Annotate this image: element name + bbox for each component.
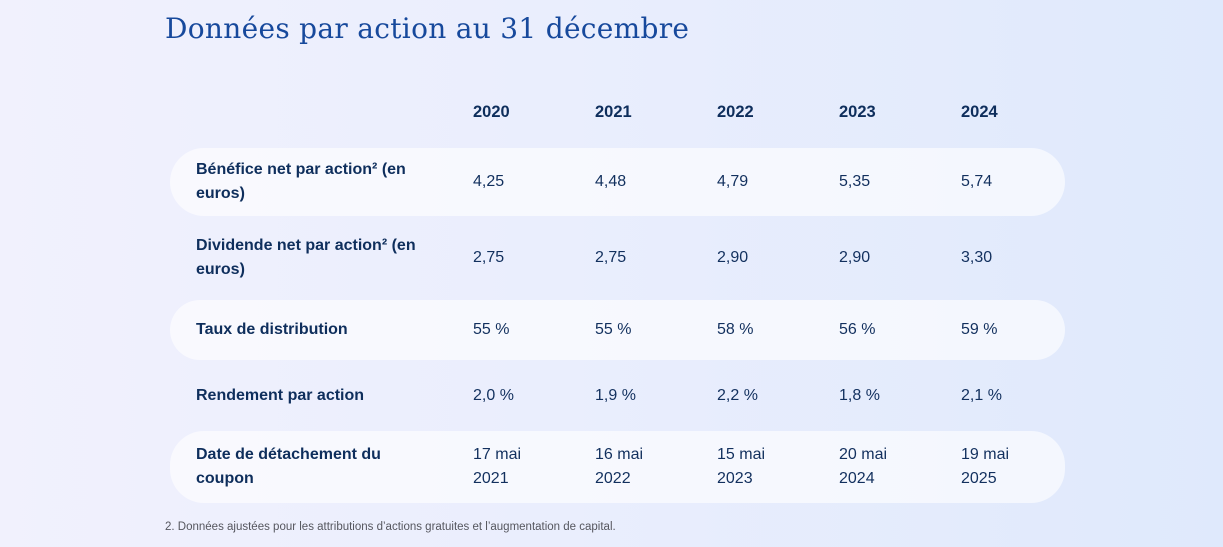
- table-cell: 16 mai 2022: [595, 446, 644, 487]
- table-cell: 5,35: [839, 173, 871, 190]
- row-label: Bénéfice net par action² (en euros): [196, 161, 406, 202]
- table-cell: 2,90: [839, 249, 871, 266]
- row-label: Taux de distribution: [196, 321, 348, 338]
- table-cell: 19 mai 2025: [961, 446, 1010, 487]
- data-table: 2020 2021 2022 2023 2024 Bénéfice net pa…: [170, 90, 1065, 503]
- table-cell: 56 %: [839, 321, 876, 338]
- table-cell: 4,79: [717, 173, 749, 190]
- year-column-header: 2024: [961, 102, 998, 121]
- table-cell: 17 mai 2021: [473, 446, 522, 487]
- table-cell: 2,75: [473, 249, 505, 266]
- table-cell: 1,9 %: [595, 386, 636, 404]
- table-cell: 1,8 %: [839, 386, 880, 404]
- row-label: Dividende net par action² (en euros): [196, 237, 416, 278]
- footnote: 2. Données ajustées pour les attribution…: [165, 521, 616, 533]
- year-column-header: 2021: [595, 102, 632, 121]
- table-row: Date de détachement du coupon 17 mai 202…: [170, 431, 1065, 503]
- table-cell: 3,30: [961, 249, 993, 266]
- table-cell: 55 %: [473, 321, 510, 338]
- page-title: Données par action au 31 décembre: [165, 12, 690, 45]
- table-cell: 2,90: [717, 249, 749, 266]
- table-cell: 2,1 %: [961, 386, 1002, 404]
- table-cell: 58 %: [717, 321, 754, 338]
- year-column-header: 2023: [839, 102, 876, 121]
- table-row: Taux de distribution 55 % 55 % 58 % 56 %…: [170, 300, 1065, 360]
- table-cell: 59 %: [961, 321, 998, 338]
- table-cell: 2,2 %: [717, 386, 758, 404]
- table-cell: 2,0 %: [473, 386, 514, 404]
- table-header-row: 2020 2021 2022 2023 2024: [170, 90, 1065, 134]
- table-row: Dividende net par action² (en euros) 2,7…: [170, 216, 1065, 300]
- year-column-header: 2022: [717, 102, 754, 121]
- table-cell: 15 mai 2023: [717, 446, 766, 487]
- table-cell: 55 %: [595, 321, 632, 338]
- table-cell: 4,48: [595, 173, 627, 190]
- year-column-header: 2020: [473, 102, 510, 121]
- table-row: Rendement par action 2,0 % 1,9 % 2,2 % 1…: [170, 360, 1065, 431]
- table-cell: 4,25: [473, 173, 505, 190]
- table-cell: 5,74: [961, 173, 993, 190]
- row-label: Rendement par action: [196, 386, 365, 404]
- table-cell: 2,75: [595, 249, 627, 266]
- row-label: Date de détachement du coupon: [196, 446, 381, 487]
- table-cell: 20 mai 2024: [839, 446, 888, 487]
- table-row: Bénéfice net par action² (en euros) 4,25…: [170, 148, 1065, 216]
